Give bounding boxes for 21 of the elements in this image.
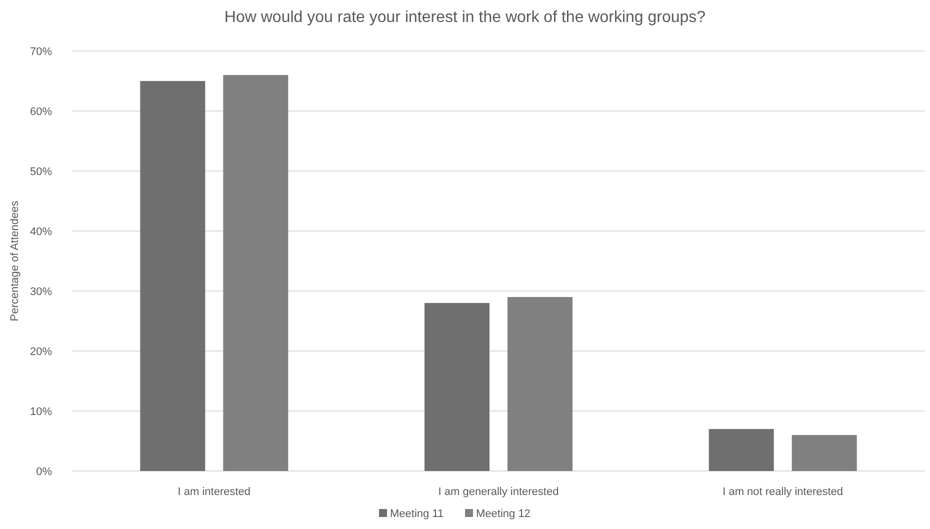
bar: [424, 303, 490, 471]
x-tick-label: I am not really interested: [722, 486, 844, 498]
bar: [708, 429, 774, 471]
y-tick-label: 30%: [30, 286, 52, 298]
legend-label: Meeting 12: [476, 508, 530, 520]
bar: [140, 81, 206, 471]
y-tick-label: 0%: [36, 466, 52, 478]
bar: [223, 75, 288, 471]
y-tick-label: 70%: [30, 46, 52, 58]
y-tick-label: 50%: [30, 166, 52, 178]
bar: [792, 435, 857, 471]
y-tick-label: 20%: [30, 346, 52, 358]
y-tick-label: 10%: [30, 406, 52, 418]
y-axis-title: Percentage of Attendees: [9, 200, 21, 322]
x-tick-label: I am interested: [178, 486, 251, 498]
chart-title: How would you rate your interest in the work of the working groups?: [224, 9, 706, 26]
y-tick-label: 60%: [30, 106, 52, 118]
legend-label: Meeting 11: [390, 508, 444, 520]
bar: [508, 297, 572, 471]
y-tick-label: 40%: [30, 226, 52, 238]
x-tick-label: I am generally interested: [438, 486, 559, 498]
